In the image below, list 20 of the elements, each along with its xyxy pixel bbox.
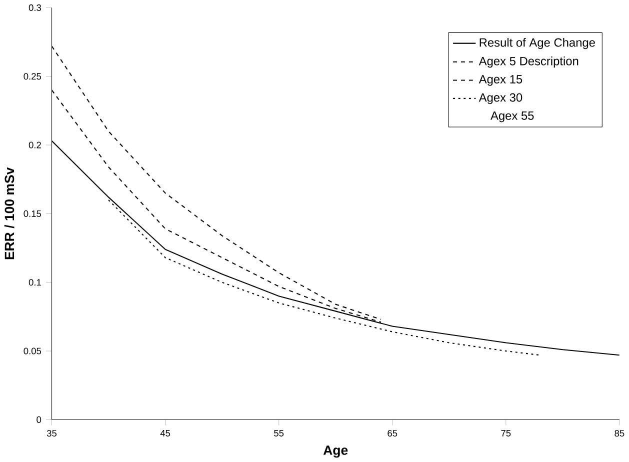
- y-tick-label: 0.2: [28, 142, 41, 148]
- y-tick-label: 0.1: [28, 279, 41, 286]
- x-tick-label: 55: [274, 430, 284, 436]
- y-tick-label: 0: [36, 416, 42, 423]
- y-axis-title: ERR / 100 mSv: [4, 167, 14, 260]
- x-axis-title: Age: [323, 446, 348, 458]
- x-tick-label: 85: [614, 430, 624, 437]
- legend-label: Agex 30: [478, 93, 522, 104]
- y-tick-label: 0.3: [28, 4, 42, 11]
- legend-label: Agex 15: [478, 75, 522, 86]
- text: Agex 55: [490, 112, 534, 122]
- y-tick-label: 0.05: [24, 348, 42, 354]
- x-tick-label: 45: [160, 430, 170, 436]
- x-tick-label: 75: [501, 430, 511, 436]
- y-tick-label: 0.25: [24, 73, 42, 80]
- legend-label: Result of Age Change: [480, 38, 595, 50]
- x-tick-label: 35: [46, 430, 57, 437]
- legend-label: Agex 5 Description: [478, 56, 578, 68]
- x-tick-label: 65: [388, 430, 398, 437]
- y-tick-label: 0.15: [24, 210, 42, 217]
